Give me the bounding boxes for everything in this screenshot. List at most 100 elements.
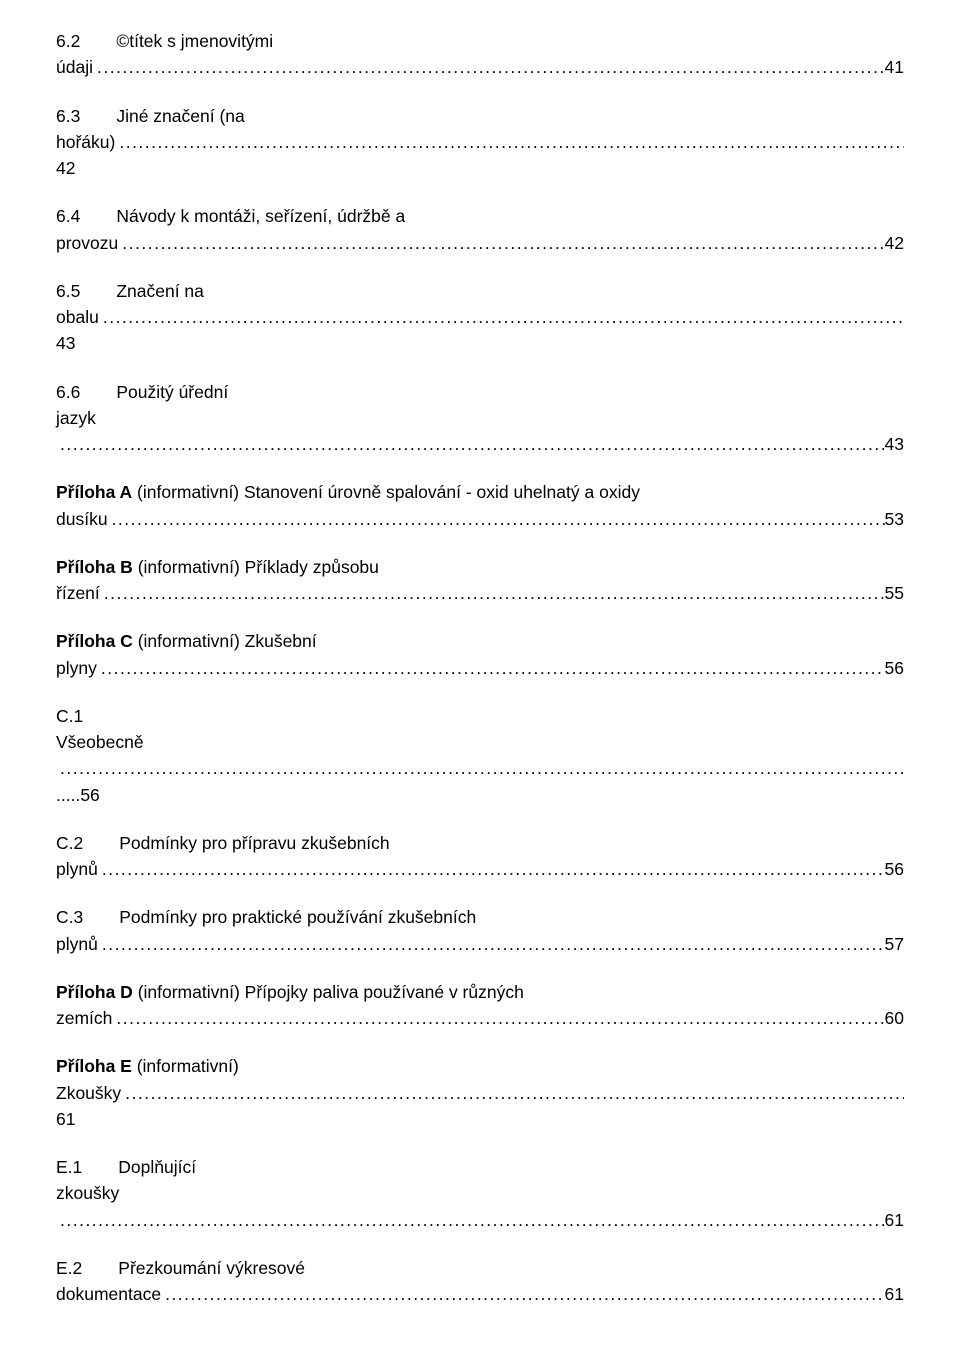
toc-wrap: plynů bbox=[56, 856, 98, 882]
toc-number: 6.2 bbox=[56, 28, 80, 54]
toc-number: 6.5 bbox=[56, 278, 80, 304]
toc-label: Jiné značení (na bbox=[116, 106, 244, 126]
toc-label: Podmínky pro praktické používání zkušebn… bbox=[119, 907, 476, 927]
toc-entry: Příloha E (informativní) Zkoušky.........… bbox=[56, 1053, 904, 1132]
toc-line: C.1 bbox=[56, 703, 904, 729]
toc-entry: Příloha A (informativní) Stanovení úrovn… bbox=[56, 479, 904, 532]
toc-wrap: zkoušky bbox=[56, 1180, 119, 1206]
toc-wrap: jazyk bbox=[56, 405, 96, 431]
table-of-contents: 6.2 ©títek s jmenovitými údaji............… bbox=[56, 28, 904, 1307]
toc-label: Příloha B (informativní) Příklady způsob… bbox=[56, 557, 379, 577]
toc-wrap: dusíku bbox=[56, 506, 108, 532]
toc-entry: C.3 Podmínky pro praktické používání zkuš… bbox=[56, 904, 904, 957]
toc-wrap: Všeobecně bbox=[56, 729, 144, 755]
toc-line: Příloha E (informativní) bbox=[56, 1053, 904, 1079]
toc-entry: 6.5 Značení na obalu......................… bbox=[56, 278, 904, 357]
toc-page: 61 bbox=[56, 1106, 75, 1132]
toc-wrap: dokumentace bbox=[56, 1281, 161, 1307]
toc-wrap: plynů bbox=[56, 931, 98, 957]
toc-dots: ........................................… bbox=[115, 129, 904, 155]
toc-entry: 6.6 Použitý úřední jazyk..................… bbox=[56, 379, 904, 458]
toc-number: C.3 bbox=[56, 904, 83, 930]
toc-wrap: zemích bbox=[56, 1005, 112, 1031]
toc-line: E.1 Doplňující bbox=[56, 1154, 904, 1180]
toc-entry: 6.3 Jiné značení (nahořáku)..............… bbox=[56, 103, 904, 182]
toc-number: E.1 bbox=[56, 1154, 82, 1180]
toc-wrap: Zkoušky bbox=[56, 1080, 121, 1106]
toc-dots: ........................................… bbox=[98, 856, 885, 882]
toc-wrap: obalu bbox=[56, 304, 99, 330]
toc-wrap: plyny bbox=[56, 655, 97, 681]
toc-label: Příloha C (informativní) Zkušební bbox=[56, 631, 317, 651]
toc-wrap: provozu bbox=[56, 230, 118, 256]
toc-page: 42 bbox=[56, 155, 75, 181]
toc-page: 43 bbox=[885, 431, 904, 457]
toc-dots: ........................................… bbox=[97, 655, 885, 681]
toc-number: E.2 bbox=[56, 1255, 82, 1281]
toc-line: Příloha A (informativní) Stanovení úrovn… bbox=[56, 479, 904, 505]
toc-line: Příloha C (informativní) Zkušební bbox=[56, 628, 904, 654]
toc-page: 56 bbox=[80, 782, 99, 808]
toc-number: 6.3 bbox=[56, 103, 80, 129]
toc-entry: C.2 Podmínky pro přípravu zkušebních plynů… bbox=[56, 830, 904, 883]
toc-dots: ........................................… bbox=[118, 230, 884, 256]
toc-line: Příloha D (informativní) Přípojky paliva… bbox=[56, 979, 904, 1005]
toc-page: 53 bbox=[885, 506, 904, 532]
toc-label: Příloha D (informativní) Přípojky paliva… bbox=[56, 982, 524, 1002]
toc-number: C.2 bbox=[56, 830, 83, 856]
toc-wrap: hořáku) bbox=[56, 129, 115, 155]
toc-entry: Příloha D (informativní) Přípojky paliva… bbox=[56, 979, 904, 1032]
toc-dots: ........................................… bbox=[98, 931, 885, 957]
toc-number: 6.6 bbox=[56, 379, 80, 405]
toc-line: Příloha B (informativní) Příklady způsob… bbox=[56, 554, 904, 580]
toc-page: 56 bbox=[885, 856, 904, 882]
toc-page: 42 bbox=[885, 230, 904, 256]
toc-dots: ........................................… bbox=[99, 304, 904, 330]
toc-page: 56 bbox=[885, 655, 904, 681]
toc-line: 6.2 ©títek s jmenovitými bbox=[56, 28, 904, 54]
toc-number: C.1 bbox=[56, 703, 83, 729]
toc-label: Značení na bbox=[116, 281, 204, 301]
toc-page: 57 bbox=[885, 931, 904, 957]
toc-dots: ........................................… bbox=[56, 755, 904, 781]
toc-label: Použitý úřední bbox=[116, 382, 228, 402]
toc-dots: ........................................… bbox=[93, 54, 885, 80]
toc-label: Příloha E (informativní) bbox=[56, 1056, 239, 1076]
toc-page: 61 bbox=[885, 1207, 904, 1233]
toc-page: 60 bbox=[885, 1005, 904, 1031]
toc-entry: C.1Všeobecně............................… bbox=[56, 703, 904, 808]
toc-label: Podmínky pro přípravu zkušebních bbox=[119, 833, 389, 853]
toc-dots: ........................................… bbox=[161, 1281, 884, 1307]
toc-label: ©títek s jmenovitými bbox=[116, 31, 273, 51]
toc-page: 61 bbox=[885, 1281, 904, 1307]
toc-dots: ........................................… bbox=[100, 580, 885, 606]
toc-dots: ........................................… bbox=[112, 1005, 884, 1031]
toc-page: 55 bbox=[885, 580, 904, 606]
toc-line: E.2 Přezkoumání výkresové bbox=[56, 1255, 904, 1281]
toc-entry: E.1 Doplňující zkoušky....................… bbox=[56, 1154, 904, 1233]
toc-wrap: údaji bbox=[56, 54, 93, 80]
toc-line: C.3 Podmínky pro praktické používání zkuš… bbox=[56, 904, 904, 930]
toc-page: 43 bbox=[56, 330, 75, 356]
toc-line: 6.4 Návody k montáži, seřízení, údržbě a bbox=[56, 203, 904, 229]
toc-number: 6.4 bbox=[56, 203, 80, 229]
toc-label: Příloha A (informativní) Stanovení úrovn… bbox=[56, 482, 640, 502]
toc-dots: ........................................… bbox=[56, 431, 885, 457]
toc-dots: ........................................… bbox=[108, 506, 885, 532]
toc-entry: E.2 Přezkoumání výkresové dokumentace.....… bbox=[56, 1255, 904, 1308]
toc-page: 41 bbox=[885, 54, 904, 80]
toc-line: C.2 Podmínky pro přípravu zkušebních bbox=[56, 830, 904, 856]
toc-line: 6.5 Značení na bbox=[56, 278, 904, 304]
toc-label: Přezkoumání výkresové bbox=[118, 1258, 305, 1278]
toc-entry: 6.4 Návody k montáži, seřízení, údržbě a p… bbox=[56, 203, 904, 256]
toc-dots: ........................................… bbox=[56, 1207, 885, 1233]
toc-label: Doplňující bbox=[118, 1157, 196, 1177]
toc-entry: Příloha B (informativní) Příklady způsob… bbox=[56, 554, 904, 607]
toc-line: 6.6 Použitý úřední bbox=[56, 379, 904, 405]
toc-dots: ........................................… bbox=[121, 1080, 904, 1106]
toc-wrap: řízení bbox=[56, 580, 100, 606]
toc-entry: Příloha C (informativní) Zkušební plyny..… bbox=[56, 628, 904, 681]
toc-line: 6.3 Jiné značení (na bbox=[56, 103, 904, 129]
toc-entry: 6.2 ©títek s jmenovitými údaji............… bbox=[56, 28, 904, 81]
toc-label: Návody k montáži, seřízení, údržbě a bbox=[116, 206, 405, 226]
